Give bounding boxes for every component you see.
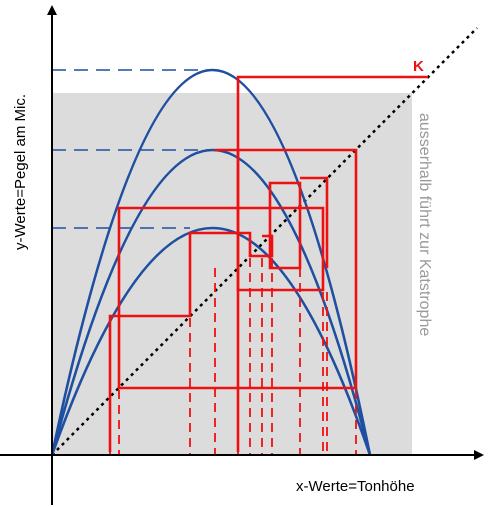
x-axis-label: x-Werte=Tonhöhe [296,478,415,495]
cobweb-mid [117,148,358,390]
cobweb-divergent [236,75,428,452]
gain-curve-low [50,226,372,456]
cobweb-cycle-outer [300,176,329,268]
identity-diagonal [51,27,478,456]
iteration-drops [109,258,357,455]
region-note: ausserhalb führt zur Katstrophe [416,113,433,336]
corner-marker: K [413,58,424,75]
y-axis-label: y-Werte=Pegel am Mic. [12,94,29,250]
cobweb-paths [108,75,428,452]
cobweb-low [108,231,274,452]
gain-curve-mid [50,149,372,456]
peak-guides [52,69,216,229]
